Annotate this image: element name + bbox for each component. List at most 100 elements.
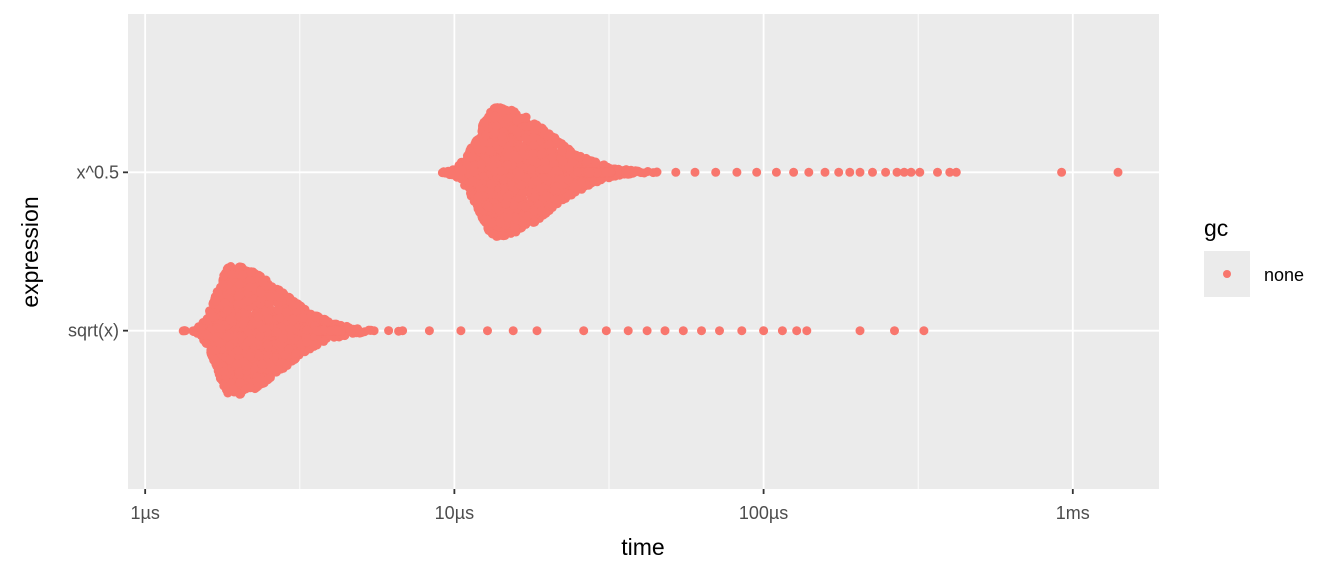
data-point	[353, 324, 362, 334]
data-point	[592, 168, 602, 178]
data-point	[589, 176, 599, 186]
legend-label-none: none	[1264, 265, 1304, 285]
data-point	[219, 367, 229, 377]
data-point	[234, 291, 244, 301]
data-point	[558, 156, 568, 166]
data-point	[220, 298, 230, 308]
data-point	[510, 212, 520, 222]
data-point	[572, 167, 582, 177]
data-point	[482, 215, 492, 225]
data-point	[532, 176, 542, 186]
data-point	[802, 326, 812, 336]
data-point	[596, 175, 606, 185]
data-point	[542, 192, 551, 202]
data-point	[906, 167, 916, 177]
data-point	[490, 128, 500, 138]
data-point	[601, 167, 611, 177]
data-point	[239, 357, 249, 367]
data-point	[227, 270, 237, 280]
y-tick-label: sqrt(x)	[68, 321, 119, 341]
data-point	[834, 167, 844, 177]
data-point	[544, 140, 554, 149]
data-point	[495, 218, 505, 228]
data-point	[536, 149, 546, 159]
data-point	[384, 326, 394, 336]
data-point	[216, 324, 226, 334]
data-point	[222, 332, 232, 341]
data-point	[529, 140, 539, 150]
data-point	[563, 175, 573, 185]
data-point	[243, 337, 253, 347]
data-point	[238, 270, 248, 280]
data-point	[529, 119, 539, 129]
data-point	[855, 167, 865, 177]
data-point	[518, 142, 528, 152]
data-point	[235, 279, 244, 289]
data-point	[915, 167, 925, 177]
data-point	[530, 217, 540, 227]
data-point	[508, 326, 518, 336]
data-point	[945, 167, 955, 177]
data-point	[845, 167, 855, 177]
data-point	[697, 326, 706, 336]
data-point	[256, 288, 266, 298]
data-point	[642, 326, 652, 336]
data-point	[245, 383, 255, 393]
data-point	[240, 309, 250, 319]
data-point	[225, 355, 235, 365]
data-point	[476, 159, 486, 169]
data-point	[233, 346, 243, 356]
data-point	[789, 167, 799, 177]
data-point	[777, 326, 787, 336]
data-point	[528, 149, 538, 159]
data-point	[502, 160, 512, 170]
data-point	[855, 326, 865, 336]
data-point	[643, 167, 653, 176]
data-point	[542, 164, 552, 174]
data-point	[599, 160, 609, 170]
data-point	[737, 326, 747, 336]
data-point	[252, 382, 262, 392]
data-point	[601, 326, 611, 336]
data-point	[629, 167, 639, 177]
data-point	[224, 341, 234, 351]
data-point	[215, 338, 225, 348]
data-point	[582, 156, 592, 166]
data-points	[178, 103, 1123, 399]
data-point	[188, 326, 198, 336]
data-point	[245, 282, 255, 292]
data-point	[293, 300, 303, 310]
data-point	[528, 156, 537, 166]
data-point	[512, 126, 522, 136]
data-point	[245, 351, 255, 361]
legend-title: gc	[1204, 215, 1228, 241]
data-point	[517, 180, 527, 190]
data-point	[651, 167, 661, 177]
data-point	[565, 150, 575, 160]
data-point	[543, 132, 553, 142]
x-tick-label: 1ms	[1056, 503, 1090, 523]
data-point	[298, 313, 308, 323]
data-point	[518, 217, 527, 227]
data-point	[483, 326, 492, 336]
data-point	[804, 167, 814, 177]
data-point	[579, 326, 589, 336]
data-point	[752, 167, 762, 177]
data-point	[238, 319, 248, 329]
data-point	[270, 365, 280, 375]
data-point	[485, 146, 495, 156]
data-point	[690, 167, 700, 177]
data-point	[536, 206, 546, 216]
data-point	[265, 373, 275, 383]
x-axis-title: time	[621, 534, 664, 560]
data-point	[535, 183, 545, 193]
data-point	[509, 200, 519, 210]
data-point	[549, 185, 559, 195]
data-point	[540, 157, 550, 167]
data-point	[530, 206, 539, 216]
y-tick-label: x^0.5	[77, 162, 119, 182]
x-tick-label: 100µs	[739, 503, 788, 523]
data-point	[246, 267, 256, 277]
data-point	[623, 326, 633, 336]
x-tick-label: 1µs	[130, 503, 159, 523]
